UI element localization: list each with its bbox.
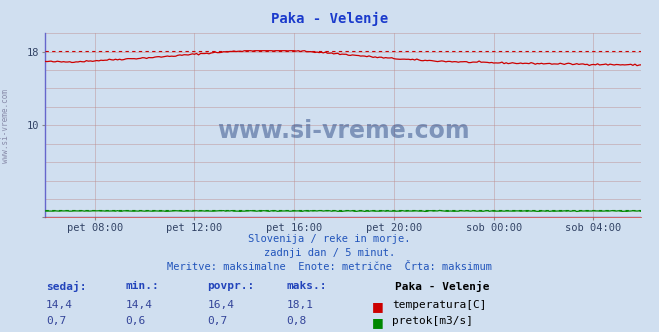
Text: 18,1: 18,1 bbox=[287, 300, 314, 310]
Text: temperatura[C]: temperatura[C] bbox=[392, 300, 486, 310]
Text: 0,7: 0,7 bbox=[46, 316, 67, 326]
Text: Paka - Velenje: Paka - Velenje bbox=[395, 281, 490, 291]
Text: ■: ■ bbox=[372, 316, 384, 329]
Text: maks.:: maks.: bbox=[287, 281, 327, 290]
Text: 0,8: 0,8 bbox=[287, 316, 307, 326]
Text: www.si-vreme.com: www.si-vreme.com bbox=[217, 119, 469, 143]
Text: 0,7: 0,7 bbox=[208, 316, 228, 326]
Text: zadnji dan / 5 minut.: zadnji dan / 5 minut. bbox=[264, 248, 395, 258]
Text: Meritve: maksimalne  Enote: metrične  Črta: maksimum: Meritve: maksimalne Enote: metrične Črta… bbox=[167, 262, 492, 272]
Text: Slovenija / reke in morje.: Slovenija / reke in morje. bbox=[248, 234, 411, 244]
Text: 0,6: 0,6 bbox=[125, 316, 146, 326]
Text: Paka - Velenje: Paka - Velenje bbox=[271, 12, 388, 26]
Text: 14,4: 14,4 bbox=[125, 300, 152, 310]
Text: ■: ■ bbox=[372, 300, 384, 313]
Text: pretok[m3/s]: pretok[m3/s] bbox=[392, 316, 473, 326]
Text: 14,4: 14,4 bbox=[46, 300, 73, 310]
Text: 16,4: 16,4 bbox=[208, 300, 235, 310]
Text: povpr.:: povpr.: bbox=[208, 281, 255, 290]
Text: www.si-vreme.com: www.si-vreme.com bbox=[1, 89, 10, 163]
Text: min.:: min.: bbox=[125, 281, 159, 290]
Text: sedaj:: sedaj: bbox=[46, 281, 86, 291]
